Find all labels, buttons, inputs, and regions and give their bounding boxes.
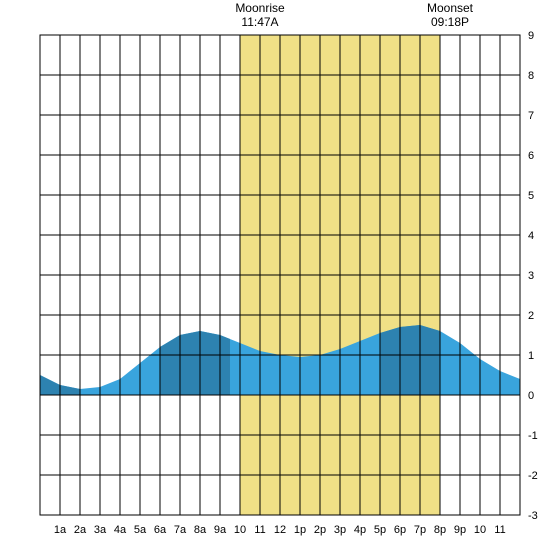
y-tick-label: 8: [528, 70, 534, 82]
x-tick-label: 11: [254, 524, 265, 536]
y-tick-label: 3: [528, 270, 534, 282]
y-tick-label: 9: [528, 30, 534, 42]
x-tick-label: 6a: [154, 524, 167, 536]
chart-svg: -3-2-101234567891a2a3a4a5a6a7a8a9a101112…: [0, 0, 550, 550]
x-tick-label: 2a: [74, 524, 87, 536]
x-tick-label: 3p: [334, 524, 346, 536]
y-tick-label: 7: [528, 110, 534, 122]
x-tick-label: 9p: [454, 524, 466, 536]
y-tick-label: 2: [528, 310, 534, 322]
x-tick-label: 3a: [94, 524, 107, 536]
x-tick-label: 9a: [214, 524, 227, 536]
x-tick-label: 4p: [354, 524, 366, 536]
x-tick-label: 6p: [394, 524, 406, 536]
x-tick-label: 11: [494, 524, 505, 536]
y-tick-label: 6: [528, 150, 534, 162]
top-label-title: Moonrise: [235, 1, 285, 15]
x-tick-label: 7p: [414, 524, 426, 536]
y-tick-label: -2: [528, 470, 538, 482]
tide-chart: -3-2-101234567891a2a3a4a5a6a7a8a9a101112…: [0, 0, 550, 550]
x-tick-label: 7a: [174, 524, 187, 536]
y-tick-label: 5: [528, 190, 534, 202]
x-tick-label: 1a: [54, 524, 67, 536]
y-tick-label: 1: [528, 350, 534, 362]
x-tick-label: 12: [274, 524, 286, 536]
x-tick-label: 5p: [374, 524, 386, 536]
y-tick-label: -1: [528, 430, 538, 442]
x-tick-label: 10: [234, 524, 246, 536]
x-tick-label: 1p: [294, 524, 306, 536]
top-label-title: Moonset: [427, 1, 474, 15]
top-label-time: 09:18P: [431, 15, 469, 29]
x-tick-label: 5a: [134, 524, 147, 536]
x-tick-label: 8a: [194, 524, 207, 536]
x-tick-label: 10: [474, 524, 486, 536]
x-tick-label: 2p: [314, 524, 326, 536]
x-tick-label: 8p: [434, 524, 446, 536]
tide-dark-segment: [380, 325, 440, 395]
x-tick-label: 4a: [114, 524, 127, 536]
y-tick-label: -3: [528, 510, 538, 522]
y-tick-label: 0: [528, 390, 534, 402]
y-tick-label: 4: [528, 230, 534, 242]
top-label-time: 11:47A: [241, 15, 278, 29]
